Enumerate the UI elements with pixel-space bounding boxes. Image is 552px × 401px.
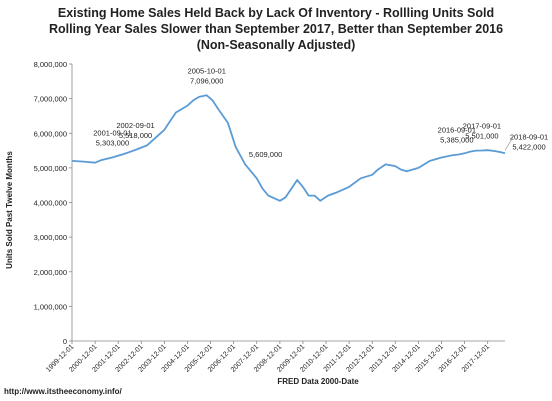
annotation-date-label: 2017-09-01 bbox=[463, 122, 501, 131]
y-tick-label: 6,000,000 bbox=[34, 129, 67, 138]
annotation-date-label: 2016-09-01 bbox=[438, 126, 476, 135]
y-axis: 0 1,000,000 2,000,000 3,000,000 4,000,000 5,0… bbox=[34, 60, 73, 346]
source-url: http://www.itstheeconomy.info/ bbox=[4, 387, 122, 396]
chart-title-line-2: Rolling Year Sales Slower than September… bbox=[48, 22, 504, 36]
y-tick-label: 7,000,000 bbox=[34, 95, 67, 104]
annotations: 2001-09-015,303,000 2002-09-015,518,000 20… bbox=[93, 66, 548, 158]
y-tick-label: 0 bbox=[63, 337, 67, 346]
annotation-value-label: 5,303,000 bbox=[96, 138, 129, 147]
x-axis: 1999-12-012000-12-012001-12-012002-12-01… bbox=[45, 340, 505, 374]
annotation-value-label: 5,518,000 bbox=[119, 131, 152, 140]
chart-title-line-1: Existing Home Sales Held Back by Lack Of… bbox=[57, 6, 495, 20]
chart-title-line-3: (Non-Seasonally Adjusted) bbox=[196, 38, 356, 52]
annotation-value-label: 5,422,000 bbox=[512, 142, 545, 151]
annotation-value-label: 5,501,000 bbox=[465, 132, 498, 141]
y-axis-label: Units Sold Past Twelve Months bbox=[5, 151, 14, 269]
annotation-value-label: 5,609,000 bbox=[249, 150, 282, 159]
annotation-date-label: 2001-09-01 bbox=[93, 128, 131, 137]
annotation-date-label: 2018-09-01 bbox=[510, 132, 548, 141]
annotation-value-label: 5,385,000 bbox=[440, 136, 473, 145]
x-axis-label: FRED Data 2000-Date bbox=[277, 377, 359, 386]
annotation-date-label: 2002-09-01 bbox=[116, 121, 154, 130]
annotation-leader-line bbox=[504, 137, 514, 151]
y-tick-label: 8,000,000 bbox=[34, 60, 67, 69]
y-tick-label: 1,000,000 bbox=[34, 302, 67, 311]
y-tick-label: 2,000,000 bbox=[34, 268, 67, 277]
y-tick-label: 5,000,000 bbox=[34, 164, 67, 173]
series-line bbox=[71, 94, 506, 202]
series-area bbox=[71, 94, 506, 202]
y-tick-label: 3,000,000 bbox=[34, 233, 67, 242]
annotation-value-label: 7,096,000 bbox=[190, 76, 223, 85]
annotation-date-label: 2005-10-01 bbox=[188, 66, 226, 75]
y-tick-label: 4,000,000 bbox=[34, 199, 67, 208]
